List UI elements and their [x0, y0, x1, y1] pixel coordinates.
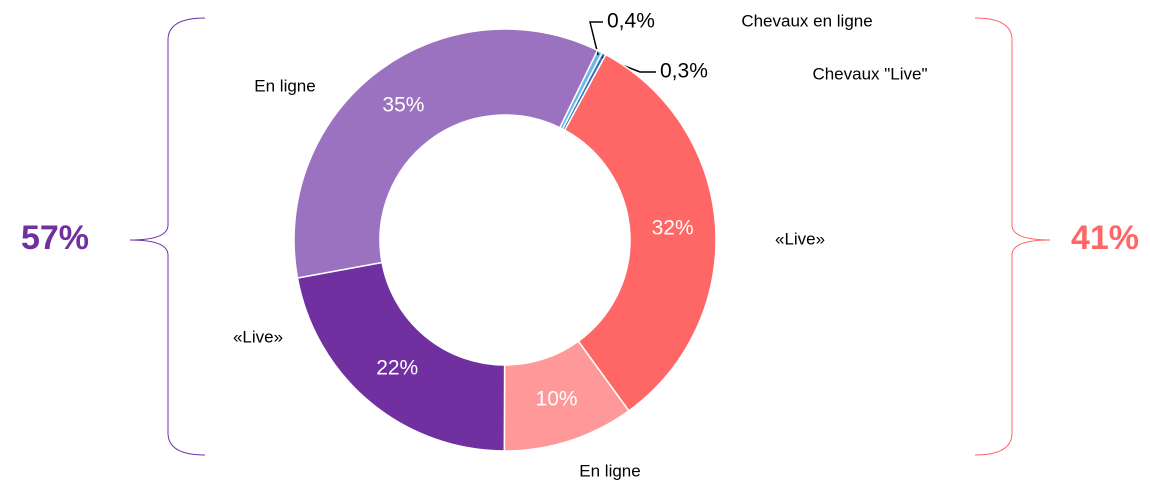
category-label: «Live» [233, 327, 283, 346]
category-label: «Live» [775, 229, 825, 248]
donut-segment [563, 53, 717, 412]
value-label: 10% [536, 387, 578, 410]
category-label: Chevaux en ligne [741, 11, 872, 30]
value-label: 35% [382, 94, 424, 117]
donut-segment [296, 261, 506, 452]
category-label: En ligne [579, 461, 640, 480]
leader-line [589, 21, 603, 56]
category-label: Chevaux "Live" [812, 64, 927, 83]
value-label: 32% [652, 217, 694, 240]
value-label: 0,4% [607, 10, 655, 33]
donut-segment [293, 28, 599, 279]
value-label: 0,3% [660, 60, 708, 83]
right-bracket [974, 17, 1051, 456]
value-label: 22% [376, 356, 418, 379]
category-label: En ligne [254, 76, 315, 95]
left-bracket [129, 17, 206, 456]
group-label: 41% [1071, 219, 1139, 257]
group-label: 57% [21, 219, 89, 257]
